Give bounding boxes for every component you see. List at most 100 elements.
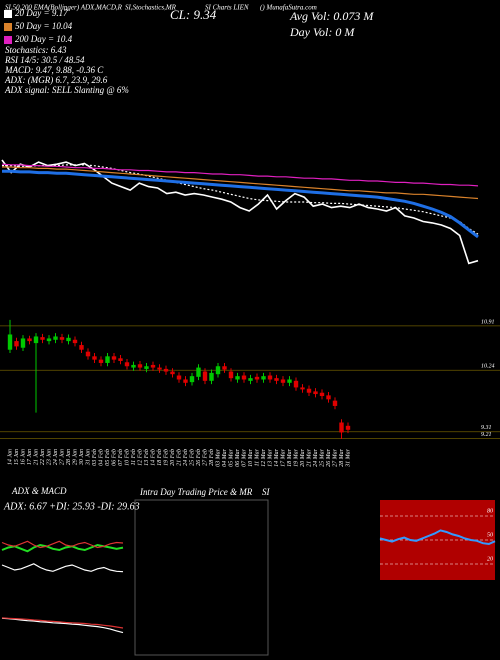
x-tick-label: 19 Mar (293, 448, 299, 466)
y-tick-label: 50 (487, 532, 493, 538)
candle-body (189, 376, 195, 383)
candle-body (92, 356, 97, 360)
series-line (1, 563, 124, 573)
x-tick-label: 31 Jan (85, 449, 91, 466)
x-tick-label: 03 Feb (92, 449, 98, 466)
series-line (1, 540, 124, 549)
header-line: ADX signal: SELL Slanting @ 6% (4, 85, 129, 95)
header-line: ADX: (MGR) 6.7, 23.9, 29.6 (4, 75, 108, 85)
candle-body (228, 371, 234, 379)
x-tick-label: 17 Jan (27, 449, 33, 465)
x-tick-label: 17 Mar (280, 448, 286, 466)
candle-body (157, 367, 162, 370)
header-line: RSI 14/5: 30.5 / 48.54 (4, 55, 85, 65)
x-tick-label: 07 Mar (241, 448, 247, 466)
candle-body (98, 359, 104, 363)
x-tick-label: 04 Feb (97, 449, 104, 466)
candle-body (33, 336, 39, 344)
x-tick-label: 18 Mar (287, 448, 293, 466)
series-line (1, 617, 124, 634)
candle-body (20, 338, 26, 348)
candle-body (66, 337, 71, 342)
y-tick-label: 9.21 (481, 432, 492, 438)
candle-body (332, 400, 338, 406)
x-tick-label: 25 Feb (189, 449, 195, 466)
candle-body (267, 375, 273, 380)
x-tick-label: 14 Feb (149, 449, 156, 466)
candle-body (280, 379, 286, 383)
x-tick-label: 04 Mar (221, 448, 228, 466)
series-line (2, 169, 479, 239)
x-tick-label: 15 Jan (14, 449, 20, 465)
candle-body (209, 372, 214, 381)
candle-body (313, 391, 318, 395)
candle-body (137, 364, 143, 368)
candle-body (326, 395, 331, 400)
candle-body (254, 376, 260, 380)
candle-body (176, 375, 182, 380)
y-tick-label: 80 (487, 508, 493, 514)
x-tick-label: 28 Mar (339, 448, 345, 466)
close-label: CL: 9.34 (170, 7, 217, 22)
intraday-title: SI (262, 487, 271, 497)
candle-body (163, 368, 169, 372)
series-line (1, 617, 124, 629)
candle-body (274, 378, 279, 381)
y-tick-label: 20 (487, 556, 493, 562)
x-tick-label: 18 Feb (157, 449, 163, 466)
candle-body (14, 341, 19, 347)
panel-title: ADX & MACD (11, 486, 67, 496)
x-tick-label: 05 Mar (228, 448, 234, 466)
x-tick-label: 07 Feb (118, 449, 124, 466)
candle-body (27, 338, 32, 342)
x-tick-label: 29 Jan (72, 449, 78, 465)
y-tick-label: 10.24 (481, 363, 495, 370)
avg-vol: Avg Vol: 0.073 M (289, 9, 374, 23)
x-tick-label: 30 Jan (79, 449, 85, 466)
candle-body (261, 376, 266, 380)
candle-body (111, 356, 117, 360)
legend-swatch (4, 10, 12, 18)
legend-label: 20 Day = 9.17 (15, 8, 68, 18)
x-tick-label: 31 Mar (345, 448, 351, 467)
intraday-box (134, 499, 269, 656)
series-line (379, 529, 496, 546)
legend-swatch (4, 23, 12, 31)
x-tick-label: 03 Mar (215, 448, 221, 466)
x-tick-label: 25 Mar (319, 448, 325, 466)
header-line: MACD: 9.47, 9.88, -0.36 C (4, 65, 104, 75)
candle-body (53, 336, 58, 340)
x-tick-label: 14 Mar (273, 448, 280, 466)
header-line: Stochastics: 6.43 (5, 45, 67, 55)
x-tick-label: 24 Jan (52, 449, 59, 465)
legend-swatch (4, 36, 12, 44)
x-tick-label: 10 Mar (248, 448, 254, 466)
x-tick-label: 28 Jan (66, 449, 72, 465)
x-tick-label: 13 Feb (144, 449, 150, 466)
candle-body (300, 387, 305, 390)
day-vol: Day Vol: 0 M (289, 25, 355, 39)
candle-body (222, 366, 227, 370)
x-tick-label: 20 Mar (300, 448, 306, 466)
candle-body (287, 379, 292, 383)
x-tick-label: 26 Mar (326, 448, 332, 466)
candle-body (196, 367, 201, 377)
x-tick-label: 11 Feb (131, 449, 137, 465)
candle-body (183, 379, 188, 383)
candle-body (131, 364, 136, 368)
x-tick-label: 06 Feb (111, 449, 117, 466)
candle-body (150, 364, 156, 368)
x-tick-label: 27 Feb (202, 449, 208, 466)
x-tick-label: 14 Jan (6, 449, 13, 465)
series-line (2, 166, 479, 200)
y-tick-label: 10.91 (481, 319, 495, 325)
x-tick-label: 12 Feb (137, 449, 143, 466)
series-line (1, 163, 479, 187)
legend-label: 50 Day = 10.04 (15, 21, 73, 31)
header-part: SI Charts LIEN (205, 4, 249, 12)
candle-body (124, 362, 130, 367)
candle-body (144, 366, 149, 369)
candle-body (40, 337, 45, 340)
